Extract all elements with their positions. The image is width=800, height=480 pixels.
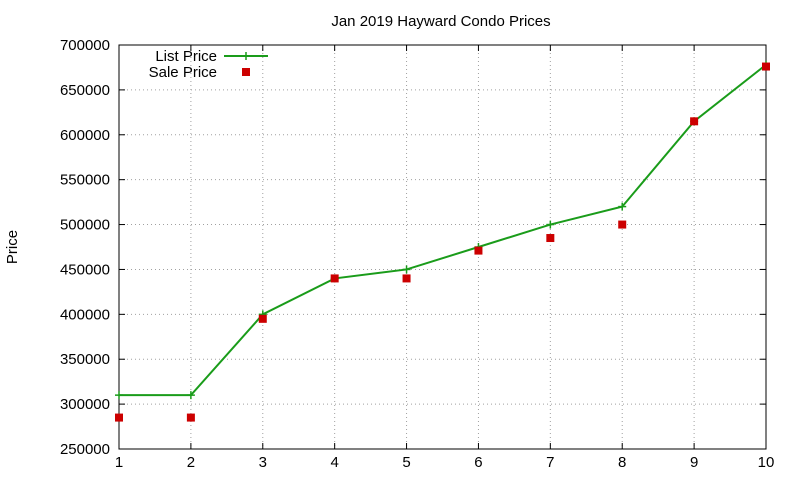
x-tick-label: 6 [474, 454, 482, 471]
y-tick-label: 600000 [60, 127, 110, 144]
data-point [115, 413, 123, 422]
y-tick-label: 650000 [60, 82, 110, 99]
data-point [402, 265, 411, 274]
data-point [546, 234, 555, 243]
tick-layer: 250000 300000 350000 400000 450000 500000 5500… [60, 37, 774, 471]
data-point [330, 274, 339, 283]
data-point [618, 220, 627, 229]
series-layer [115, 60, 770, 422]
series-1 [115, 60, 770, 400]
data-point [115, 391, 123, 400]
y-tick-label: 450000 [60, 261, 110, 278]
x-tick-label: 5 [402, 454, 410, 471]
x-tick-label: 4 [330, 454, 338, 471]
data-point [690, 117, 699, 126]
data-point [186, 391, 195, 400]
x-tick-label: 7 [546, 454, 554, 471]
x-tick-label: 1 [115, 454, 123, 471]
y-tick-label: 400000 [60, 306, 110, 323]
x-tick-label: 2 [187, 454, 195, 471]
x-tick-label: 10 [758, 454, 775, 471]
legend-item: Sale Price [149, 64, 250, 81]
plot-frame [118, 44, 767, 450]
series-2 [115, 62, 770, 422]
legend-swatch-marker [242, 52, 250, 60]
data-point [474, 246, 483, 255]
chart-title: Jan 2019 Hayward Condo Prices [331, 13, 550, 30]
y-tick-label: 700000 [60, 37, 110, 54]
x-tick-label: 3 [259, 454, 267, 471]
y-tick-label: 300000 [60, 396, 110, 413]
y-axis-label: Price [4, 230, 21, 264]
legend-label: List Price [155, 48, 217, 65]
data-point [762, 62, 770, 71]
y-tick-label: 250000 [60, 441, 110, 458]
data-point [618, 202, 627, 211]
y-tick-label: 500000 [60, 217, 110, 234]
legend-item: List Price [155, 48, 268, 65]
data-point [546, 220, 555, 229]
y-tick-label: 550000 [60, 172, 110, 189]
data-point [258, 314, 267, 323]
series-line [119, 63, 767, 397]
y-tick-label: 350000 [60, 351, 110, 368]
x-tick-label: 9 [690, 454, 698, 471]
data-point [402, 274, 411, 283]
data-point [186, 413, 195, 422]
x-tick-label: 8 [618, 454, 626, 471]
grid-layer [119, 45, 766, 449]
legend-label: Sale Price [149, 64, 217, 81]
legend-swatch-marker [242, 68, 250, 76]
